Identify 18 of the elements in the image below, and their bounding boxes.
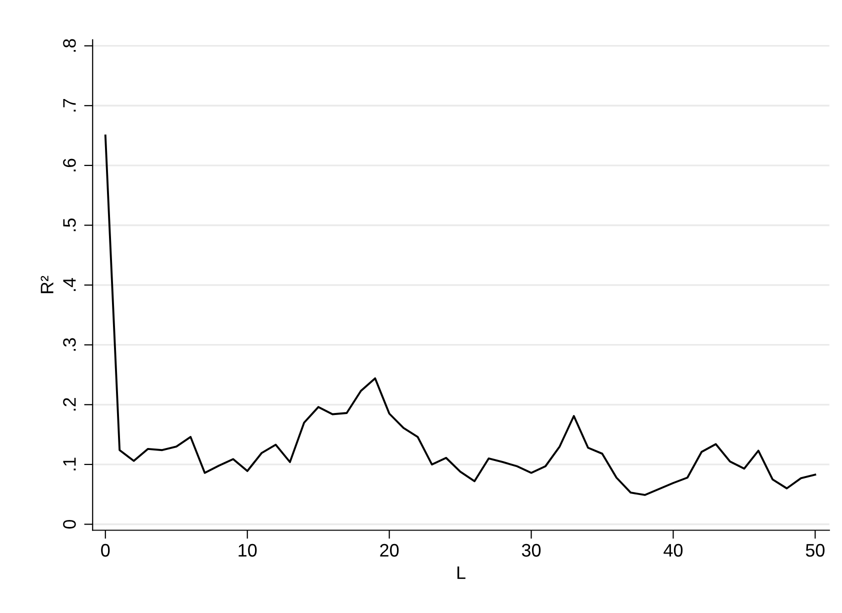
- y-tick-label: .5: [63, 218, 76, 232]
- x-axis-title: L: [457, 566, 466, 579]
- x-tick-label: 30: [522, 544, 541, 557]
- y-tick-label: 0: [63, 520, 76, 529]
- x-tick-label: 20: [380, 544, 399, 557]
- x-tick-label: 50: [806, 544, 825, 557]
- x-tick-label: 0: [101, 544, 110, 557]
- y-axis-title: R²: [40, 276, 54, 294]
- y-tick-label: .3: [63, 338, 76, 351]
- x-tick-label: 40: [664, 544, 683, 557]
- line-series: [104, 134, 816, 496]
- y-tick-label: .2: [63, 398, 76, 411]
- y-tick-label: .8: [63, 39, 76, 52]
- y-tick-label: .7: [63, 99, 76, 112]
- y-tick-label: .6: [63, 158, 76, 172]
- y-tick-label: .4: [63, 278, 76, 291]
- y-tick-label: .1: [63, 458, 76, 470]
- x-tick-label: 10: [238, 544, 257, 557]
